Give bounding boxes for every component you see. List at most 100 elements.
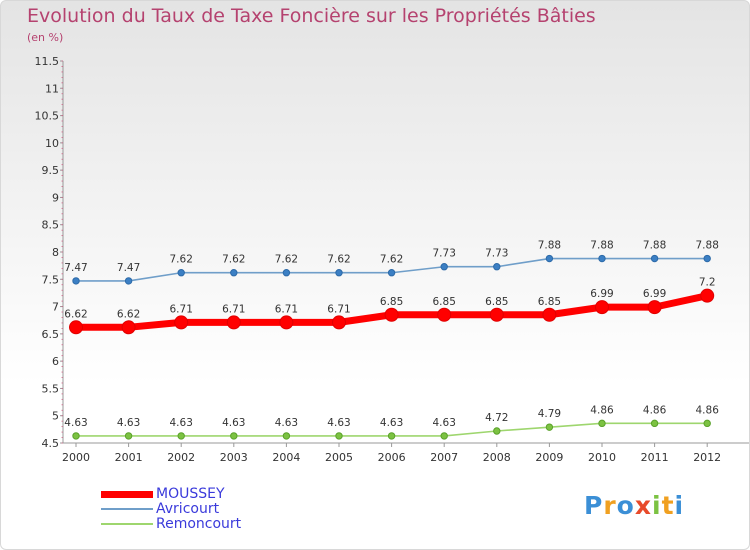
data-point-moussey [489, 307, 504, 322]
data-point-moussey [647, 300, 662, 315]
data-label-moussey: 6.85 [433, 296, 456, 308]
data-point-avricourt [545, 254, 554, 263]
legend-item-moussey: MOUSSEY [101, 486, 225, 502]
x-tick-label: 2004 [272, 451, 300, 464]
x-tick-label: 2011 [641, 451, 669, 464]
data-label-remoncourt: 4.86 [696, 404, 720, 416]
data-point-remoncourt [282, 432, 291, 440]
data-point-avricourt [282, 269, 291, 277]
chart-unit-label: (en %) [27, 31, 64, 44]
data-label-remoncourt: 4.63 [170, 417, 193, 429]
data-point-avricourt [703, 254, 711, 263]
data-label-remoncourt: 4.63 [117, 417, 140, 429]
y-tick-label: 7.5 [42, 273, 60, 286]
logo-letter: o [616, 491, 635, 520]
y-tick-label: 5.5 [42, 382, 60, 395]
data-label-avricourt: 7.47 [64, 262, 87, 274]
data-point-avricourt [72, 277, 80, 285]
data-point-avricourt [230, 269, 238, 277]
data-point-moussey [174, 315, 189, 330]
y-tick-label: 9 [52, 191, 59, 204]
data-label-moussey: 6.71 [275, 303, 298, 315]
data-label-remoncourt: 4.86 [643, 404, 667, 416]
data-label-avricourt: 7.88 [643, 240, 666, 252]
data-label-avricourt: 7.62 [380, 254, 403, 266]
data-point-moussey [332, 315, 346, 330]
data-point-remoncourt [72, 432, 80, 440]
data-label-avricourt: 7.88 [696, 240, 719, 252]
data-label-avricourt: 7.62 [327, 254, 350, 266]
legend-label-avricourt: Avricourt [156, 501, 220, 517]
data-label-moussey: 7.2 [699, 277, 716, 289]
x-tick-label: 2009 [535, 451, 563, 464]
data-point-remoncourt [335, 432, 343, 440]
data-point-remoncourt [177, 432, 185, 440]
y-tick-label: 9.5 [42, 164, 60, 177]
y-tick-label: 8 [52, 246, 59, 259]
data-label-avricourt: 7.47 [117, 262, 140, 274]
data-point-remoncourt [650, 419, 659, 428]
data-point-moussey [542, 307, 557, 322]
data-label-remoncourt: 4.63 [380, 417, 403, 429]
data-label-moussey: 6.85 [485, 296, 508, 308]
x-tick-label: 2001 [115, 451, 143, 464]
data-label-remoncourt: 4.63 [64, 417, 87, 429]
data-label-moussey: 6.99 [590, 288, 613, 300]
legend-swatch-remoncourt [101, 523, 153, 525]
data-point-moussey [700, 288, 715, 303]
data-point-avricourt [387, 269, 396, 277]
data-label-remoncourt: 4.63 [327, 417, 350, 429]
data-point-moussey [595, 300, 609, 315]
data-label-moussey: 6.99 [643, 288, 666, 300]
data-label-moussey: 6.71 [170, 303, 193, 315]
y-tick-label: 11 [45, 82, 59, 95]
data-label-moussey: 6.85 [538, 296, 561, 308]
data-point-avricourt [177, 269, 185, 277]
legend-swatch-avricourt [101, 508, 153, 510]
chart-title: Evolution du Taux de Taxe Foncière sur l… [27, 5, 596, 27]
data-point-remoncourt [545, 423, 554, 431]
logo-letter: t [661, 491, 675, 520]
data-point-remoncourt [703, 419, 711, 428]
data-point-avricourt [598, 254, 606, 263]
data-point-remoncourt [124, 432, 133, 440]
data-label-remoncourt: 4.63 [222, 417, 245, 429]
data-label-remoncourt: 4.79 [538, 408, 561, 420]
data-point-moussey [69, 320, 83, 335]
data-point-avricourt [335, 269, 343, 277]
data-point-avricourt [124, 277, 133, 285]
data-label-avricourt: 7.88 [590, 240, 613, 252]
logo-letter: r [603, 491, 617, 520]
data-label-avricourt: 7.73 [433, 248, 456, 260]
y-tick-label: 11.5 [35, 55, 60, 68]
data-point-moussey [384, 307, 399, 322]
logo-letter: P [584, 491, 604, 520]
data-point-avricourt [650, 254, 659, 263]
y-tick-label: 4.5 [42, 437, 60, 450]
data-label-remoncourt: 4.72 [485, 412, 508, 424]
logo-letter: i [674, 491, 685, 520]
data-label-remoncourt: 4.86 [590, 404, 614, 416]
data-point-remoncourt [598, 419, 606, 428]
data-label-moussey: 6.62 [117, 308, 140, 320]
x-tick-label: 2010 [588, 451, 616, 464]
data-point-avricourt [440, 263, 448, 271]
y-tick-label: 6.5 [42, 328, 60, 341]
data-label-remoncourt: 4.63 [275, 417, 298, 429]
data-label-moussey: 6.62 [64, 308, 87, 320]
data-point-moussey [437, 307, 452, 322]
legend-swatch-moussey [101, 490, 153, 498]
x-tick-label: 2000 [62, 451, 90, 464]
x-tick-label: 2002 [167, 451, 195, 464]
data-point-remoncourt [493, 427, 501, 435]
data-point-remoncourt [440, 432, 448, 440]
y-tick-label: 5 [52, 410, 59, 423]
logo-letter: x [634, 491, 652, 520]
data-label-moussey: 6.71 [327, 303, 350, 315]
data-point-moussey [121, 320, 136, 335]
x-tick-label: 2006 [378, 451, 406, 464]
data-point-moussey [279, 315, 294, 330]
y-tick-label: 6 [52, 355, 59, 368]
legend-label-moussey: MOUSSEY [156, 486, 225, 502]
